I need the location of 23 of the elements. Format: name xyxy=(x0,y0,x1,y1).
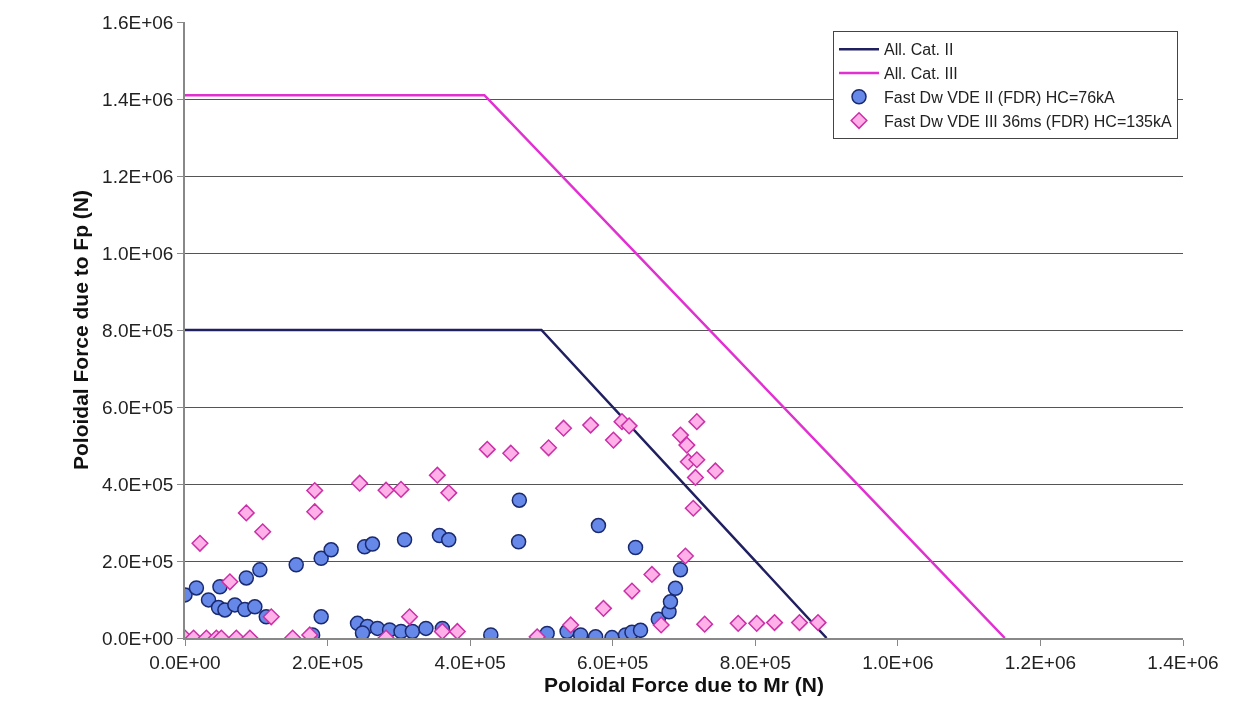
y-tick-label: 6.0E+05 xyxy=(102,396,174,418)
y-tick-label: 1.2E+06 xyxy=(102,165,174,187)
y-tick-label: 2.0E+05 xyxy=(102,550,174,572)
y-tick-label: 1.6E+06 xyxy=(102,11,174,33)
y-tick-label: 0.0E+00 xyxy=(102,627,174,649)
x-tick-label: 6.0E+05 xyxy=(577,651,649,673)
y-tick-label: 1.0E+06 xyxy=(102,242,174,264)
x-tick-label: 1.2E+06 xyxy=(1004,651,1077,673)
x-tick-label: 1.4E+06 xyxy=(1147,651,1219,673)
y-axis-title: Poloidal Force due to Fp (N) xyxy=(68,190,92,470)
y-tick-label: 1.4E+06 xyxy=(102,88,174,110)
x-axis-title: Poloidal Force due to Mr (N) xyxy=(543,672,825,696)
legend-label: All. Cat. II xyxy=(884,41,954,59)
x-tick-label: 8.0E+05 xyxy=(719,651,791,673)
x-tick-label: 4.0E+05 xyxy=(434,651,506,673)
y-tick-label: 8.0E+05 xyxy=(102,319,174,341)
legend-label: All. Cat. III xyxy=(884,65,958,83)
x-tick-label: 0.0E+00 xyxy=(149,651,221,673)
x-tick-label: 1.0E+06 xyxy=(862,651,934,673)
legend-label: Fast Dw VDE III 36ms (FDR) HC=135kA xyxy=(884,112,1172,130)
x-tick-label: 2.0E+05 xyxy=(291,651,364,673)
y-tick-label: 4.0E+05 xyxy=(102,473,174,495)
legend-label: Fast Dw VDE II (FDR) HC=76kA xyxy=(884,88,1116,106)
